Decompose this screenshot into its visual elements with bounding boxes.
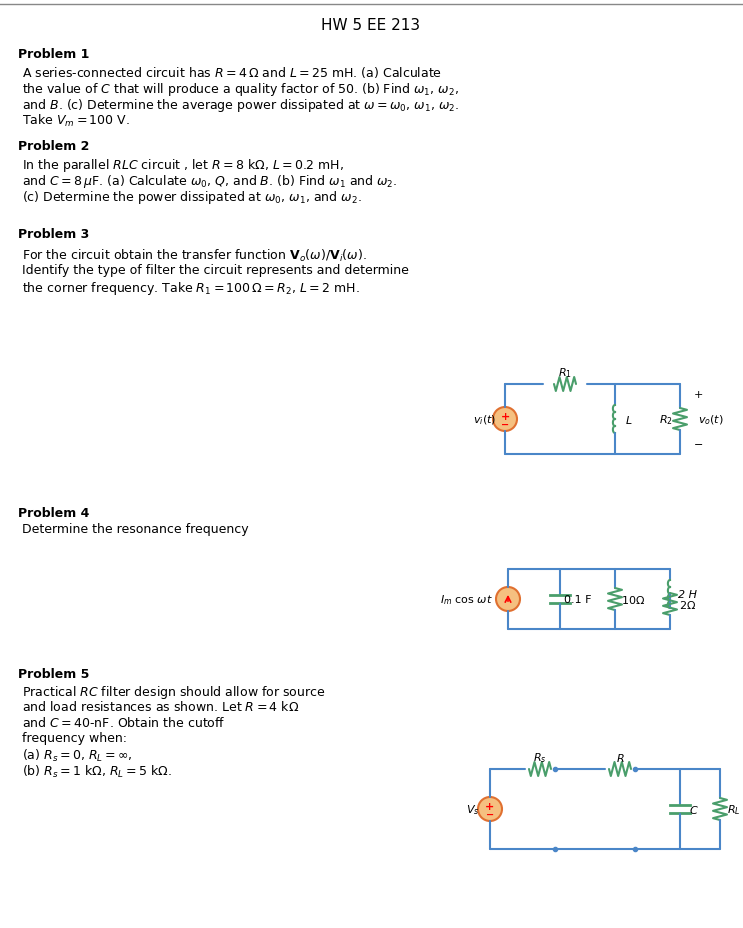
Text: For the circuit obtain the transfer function $\mathbf{V}_o(\omega)/\mathbf{V}_i(: For the circuit obtain the transfer func… [22,248,367,264]
Text: Problem 1: Problem 1 [18,48,89,61]
Text: (a) $R_s = 0$, $R_L = \infty$,: (a) $R_s = 0$, $R_L = \infty$, [22,747,133,763]
Text: $R_s$: $R_s$ [533,751,547,764]
Text: Problem 4: Problem 4 [18,507,89,520]
Text: $R$: $R$ [616,751,624,763]
Circle shape [496,587,520,612]
Text: $R_L$: $R_L$ [727,802,741,816]
Text: 2 H: 2 H [678,589,698,599]
Text: $I_m$ cos $\omega t$: $I_m$ cos $\omega t$ [440,592,493,606]
Text: +: + [694,390,704,400]
Text: $v_o(t)$: $v_o(t)$ [698,413,724,426]
Text: −: − [486,809,494,819]
Text: −: − [694,440,704,449]
Text: A series-connected circuit has $R = 4\,\Omega$ and $L = 25$ mH. (a) Calculate: A series-connected circuit has $R = 4\,\… [22,65,442,80]
Text: (c) Determine the power dissipated at $\omega_0$, $\omega_1$, and $\omega_2$.: (c) Determine the power dissipated at $\… [22,188,362,206]
Text: Identify the type of filter the circuit represents and determine: Identify the type of filter the circuit … [22,264,409,277]
Text: HW 5 EE 213: HW 5 EE 213 [322,18,421,33]
Text: $R_1$: $R_1$ [558,366,572,380]
Text: and load resistances as shown. Let $R = 4$ k$\Omega$: and load resistances as shown. Let $R = … [22,699,299,714]
Text: Determine the resonance frequency: Determine the resonance frequency [22,522,249,535]
Text: the corner frequency. Take $R_1 = 100\,\Omega = R_2$, $L = 2$ mH.: the corner frequency. Take $R_1 = 100\,\… [22,279,360,297]
Text: 2$\Omega$: 2$\Omega$ [679,599,696,611]
Text: +: + [500,411,510,421]
Text: $v_i(t)$: $v_i(t)$ [473,413,496,426]
Text: $V_s$: $V_s$ [467,802,480,816]
Text: $L$: $L$ [625,414,633,426]
Text: 0.1 F: 0.1 F [564,594,591,604]
Text: Take $V_m = 100$ V.: Take $V_m = 100$ V. [22,113,130,129]
Text: $C$: $C$ [690,803,699,815]
Text: frequency when:: frequency when: [22,731,127,744]
Text: and $C = 40$-nF. Obtain the cutoff: and $C = 40$-nF. Obtain the cutoff [22,715,226,729]
Text: Problem 5: Problem 5 [18,667,89,680]
Text: Problem 3: Problem 3 [18,227,89,240]
Circle shape [478,797,502,821]
Text: (b) $R_s = 1$ k$\Omega$, $R_L = 5$ k$\Omega$.: (b) $R_s = 1$ k$\Omega$, $R_L = 5$ k$\Om… [22,763,172,780]
Text: Problem 2: Problem 2 [18,140,89,153]
Text: and $B$. (c) Determine the average power dissipated at $\omega = \omega_0$, $\om: and $B$. (c) Determine the average power… [22,97,459,114]
Text: the value of $C$ that will produce a quality factor of 50. (b) Find $\omega_1$, : the value of $C$ that will produce a qua… [22,81,459,97]
Text: 10$\Omega$: 10$\Omega$ [621,593,645,605]
Text: −: − [501,419,509,430]
Text: In the parallel $RLC$ circuit , let $R = 8$ k$\Omega$, $L = 0.2$ mH,: In the parallel $RLC$ circuit , let $R =… [22,157,344,174]
Text: and $C = 8\,\mu$F. (a) Calculate $\omega_0$, $Q$, and $B$. (b) Find $\omega_1$ a: and $C = 8\,\mu$F. (a) Calculate $\omega… [22,173,398,190]
Text: Practical $RC$ filter design should allow for source: Practical $RC$ filter design should allo… [22,683,325,701]
Text: $R_2$: $R_2$ [659,413,673,427]
Text: +: + [485,801,495,811]
Circle shape [493,407,517,432]
